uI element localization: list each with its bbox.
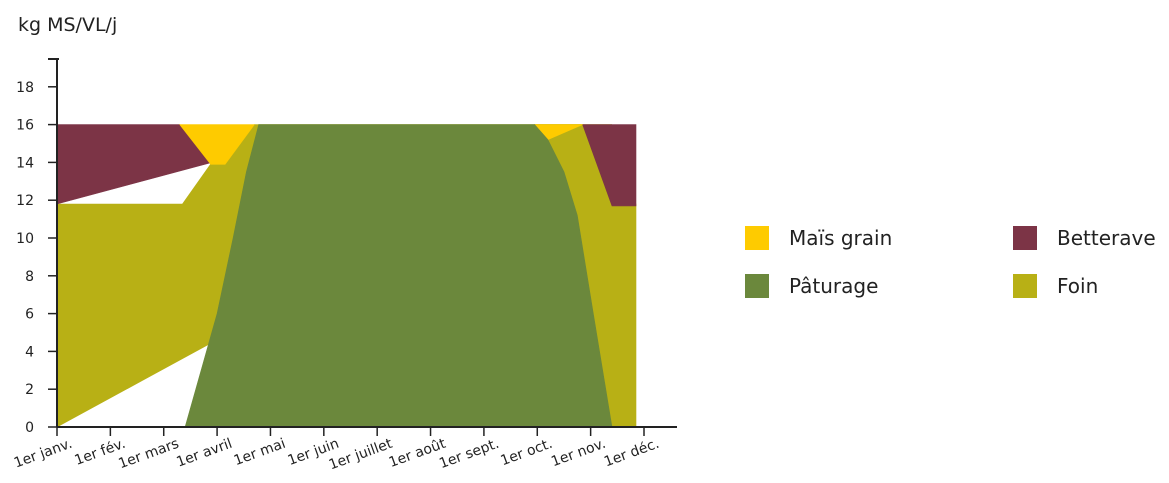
area-mais-grain-1 bbox=[179, 124, 255, 165]
legend-item-mais-grain: Maïs grain bbox=[745, 226, 892, 250]
x-tick-label: 1er nov. bbox=[549, 436, 608, 470]
area-betterave-1 bbox=[56, 124, 213, 205]
x-tick-label: 1er sept. bbox=[437, 436, 501, 472]
y-axis-title: kg MS/VL/j bbox=[18, 14, 118, 36]
legend-swatch-foin bbox=[1013, 274, 1037, 298]
legend-item-foin: Foin bbox=[1013, 274, 1098, 298]
y-tick-label: 16 bbox=[16, 118, 34, 134]
chart-legend: Maïs grain Betterave Pâturage Foin bbox=[745, 226, 1165, 306]
y-tick-label: 2 bbox=[25, 382, 34, 398]
legend-swatch-mais-grain bbox=[745, 226, 769, 250]
legend-item-paturage: Pâturage bbox=[745, 274, 878, 298]
legend-swatch-betterave bbox=[1013, 226, 1037, 250]
legend-label-foin: Foin bbox=[1057, 274, 1099, 298]
y-tick-label: 6 bbox=[25, 307, 34, 323]
x-tick-label: 1er avril bbox=[174, 436, 234, 471]
x-tick-label: 1er mars bbox=[116, 436, 181, 473]
y-tick-label: 10 bbox=[16, 231, 34, 247]
area-paturage-1 bbox=[184, 124, 613, 428]
x-tick-label: 1er janv. bbox=[12, 436, 75, 472]
x-tick-label: 1er déc. bbox=[602, 436, 661, 471]
x-tick-label: 1er août bbox=[387, 436, 449, 471]
legend-swatch-paturage bbox=[745, 274, 769, 298]
x-tick-label: 1er mai bbox=[232, 436, 288, 469]
legend-label-paturage: Pâturage bbox=[789, 274, 879, 298]
area-betterave-2 bbox=[582, 124, 637, 207]
y-tick-label: 12 bbox=[16, 193, 34, 209]
legend-label-betterave: Betterave bbox=[1057, 226, 1156, 250]
y-tick-label: 18 bbox=[16, 80, 34, 96]
y-tick-label: 0 bbox=[25, 420, 34, 436]
legend-label-mais-grain: Maïs grain bbox=[789, 226, 893, 250]
y-tick-label: 8 bbox=[25, 269, 34, 285]
legend-item-betterave: Betterave bbox=[1013, 226, 1156, 250]
x-tick-label: 1er oct. bbox=[498, 436, 554, 469]
y-tick-label: 14 bbox=[16, 155, 34, 171]
y-tick-label: 4 bbox=[25, 344, 34, 360]
